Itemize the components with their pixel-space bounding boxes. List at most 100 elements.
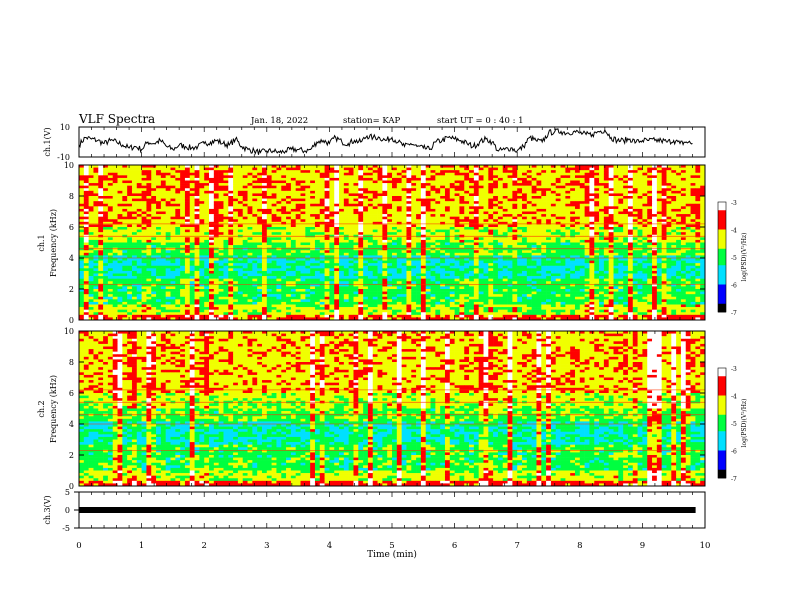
spectrogram-cell	[416, 219, 422, 223]
spectrogram-cell	[184, 180, 191, 184]
spectrogram-cell	[295, 185, 301, 189]
spectrogram-cell	[184, 183, 191, 186]
spectrogram-cell	[117, 247, 123, 251]
spectrogram-cell	[594, 247, 600, 251]
spectrogram-cell	[242, 245, 248, 248]
spectrogram-cell	[189, 167, 195, 171]
spectrogram-cell	[493, 185, 499, 189]
spectrogram-cell	[252, 242, 258, 246]
spectrogram-cell	[141, 242, 147, 246]
spectrogram-cell	[353, 250, 359, 254]
spectrogram-cell	[440, 180, 446, 184]
spectrogram-cell	[184, 255, 191, 259]
spectrogram-cell	[440, 196, 446, 199]
spectrogram-cell	[305, 239, 311, 243]
spectrogram-cell	[526, 208, 532, 212]
spectrogram-cell	[690, 183, 696, 186]
spectrogram-cell	[671, 198, 677, 202]
spectrogram-cell	[295, 165, 301, 168]
spectrogram-cell	[257, 177, 263, 181]
spectrogram-cell	[343, 177, 349, 181]
spectrogram-cell	[305, 258, 311, 261]
spectrogram-cell	[618, 180, 624, 184]
spectrogram-cell	[483, 250, 489, 254]
spectrogram-cell	[209, 167, 215, 171]
spectrogram-cell	[488, 229, 494, 233]
spectrogram-cell	[107, 263, 114, 267]
spectrogram-cell	[358, 227, 364, 230]
spectrogram-cell	[281, 201, 287, 205]
spectrogram-cell	[440, 216, 446, 220]
spectrogram-cell	[324, 227, 330, 230]
spectrogram-cell	[209, 219, 215, 223]
spectrogram-cell	[637, 237, 643, 241]
spectrogram-cell	[367, 211, 374, 215]
spectrogram-cell	[367, 185, 374, 189]
spectrogram-cell	[237, 201, 244, 205]
spectrogram-cell	[690, 188, 696, 192]
spectrogram-cell	[213, 206, 219, 210]
spectrogram-cell	[608, 175, 614, 179]
spectrogram-cell	[613, 258, 619, 261]
spectrogram-cell	[348, 183, 354, 186]
spectrogram-cell	[661, 183, 667, 186]
spectrogram-cell	[107, 175, 114, 179]
spectrogram-cell	[103, 201, 109, 205]
spectrogram-cell	[507, 214, 513, 217]
spectrogram-cell	[290, 203, 296, 207]
spectrogram-cell	[618, 239, 624, 243]
spectrogram-cell	[266, 214, 272, 217]
spectrogram-cell	[286, 245, 292, 248]
spectrogram-cell	[79, 245, 85, 248]
spectrogram-cell	[237, 177, 244, 181]
spectrogram-cell	[271, 193, 277, 197]
spectrogram-cell	[603, 239, 609, 243]
spectrogram-cell	[685, 206, 691, 210]
spectrogram-cell	[146, 165, 152, 168]
spectrogram-cell	[483, 175, 489, 179]
spectrogram-cell	[156, 172, 162, 176]
spectrogram-cell	[502, 237, 508, 241]
spectrogram-cell	[295, 172, 301, 176]
spectrogram-cell	[127, 172, 133, 176]
spectrogram-cell	[93, 214, 99, 217]
spectrogram-cell	[685, 216, 691, 220]
spectrogram-cell	[271, 232, 277, 236]
spectrogram-cell	[671, 193, 677, 197]
spectrogram-cell	[329, 183, 335, 186]
spectrogram-cell	[281, 237, 287, 241]
spectrogram-cell	[671, 227, 677, 230]
spectrogram-cell	[209, 177, 215, 181]
spectrogram-cell	[661, 177, 667, 181]
spectrogram-cell	[642, 242, 648, 246]
spectrogram-cell	[546, 208, 552, 212]
spectrogram-cell	[218, 219, 224, 223]
spectrogram-cell	[382, 198, 388, 202]
spectrogram-cell	[416, 165, 422, 168]
spectrogram-cell	[392, 245, 398, 248]
spectrogram-cell	[300, 214, 306, 217]
spectrogram-cell	[204, 252, 210, 256]
spectrogram-cell	[671, 208, 677, 212]
spectrogram-cell	[420, 193, 427, 197]
spectrogram-cell	[213, 239, 219, 243]
spectrogram-cell	[156, 214, 162, 217]
spectrogram-cell	[329, 208, 335, 212]
spectrogram-cell	[531, 190, 537, 194]
spectrogram-cell	[310, 201, 316, 205]
spectrogram-cell	[666, 208, 672, 212]
spectrogram-cell	[358, 175, 364, 179]
spectrogram-cell	[271, 229, 277, 233]
spectrogram-cell	[637, 167, 643, 171]
spectrogram-cell	[700, 224, 706, 228]
spectrogram-cell	[642, 208, 648, 212]
spectrogram-cell	[618, 170, 624, 174]
spectrogram-cell	[122, 211, 128, 215]
spectrogram-cell	[531, 237, 537, 241]
spectrogram-cell	[146, 216, 152, 220]
spectrogram-cell	[574, 211, 581, 215]
spectrogram-cell	[300, 208, 306, 212]
spectrogram-cell	[546, 172, 552, 176]
spectrogram-cell	[204, 239, 210, 243]
spectrogram-cell	[348, 252, 354, 256]
